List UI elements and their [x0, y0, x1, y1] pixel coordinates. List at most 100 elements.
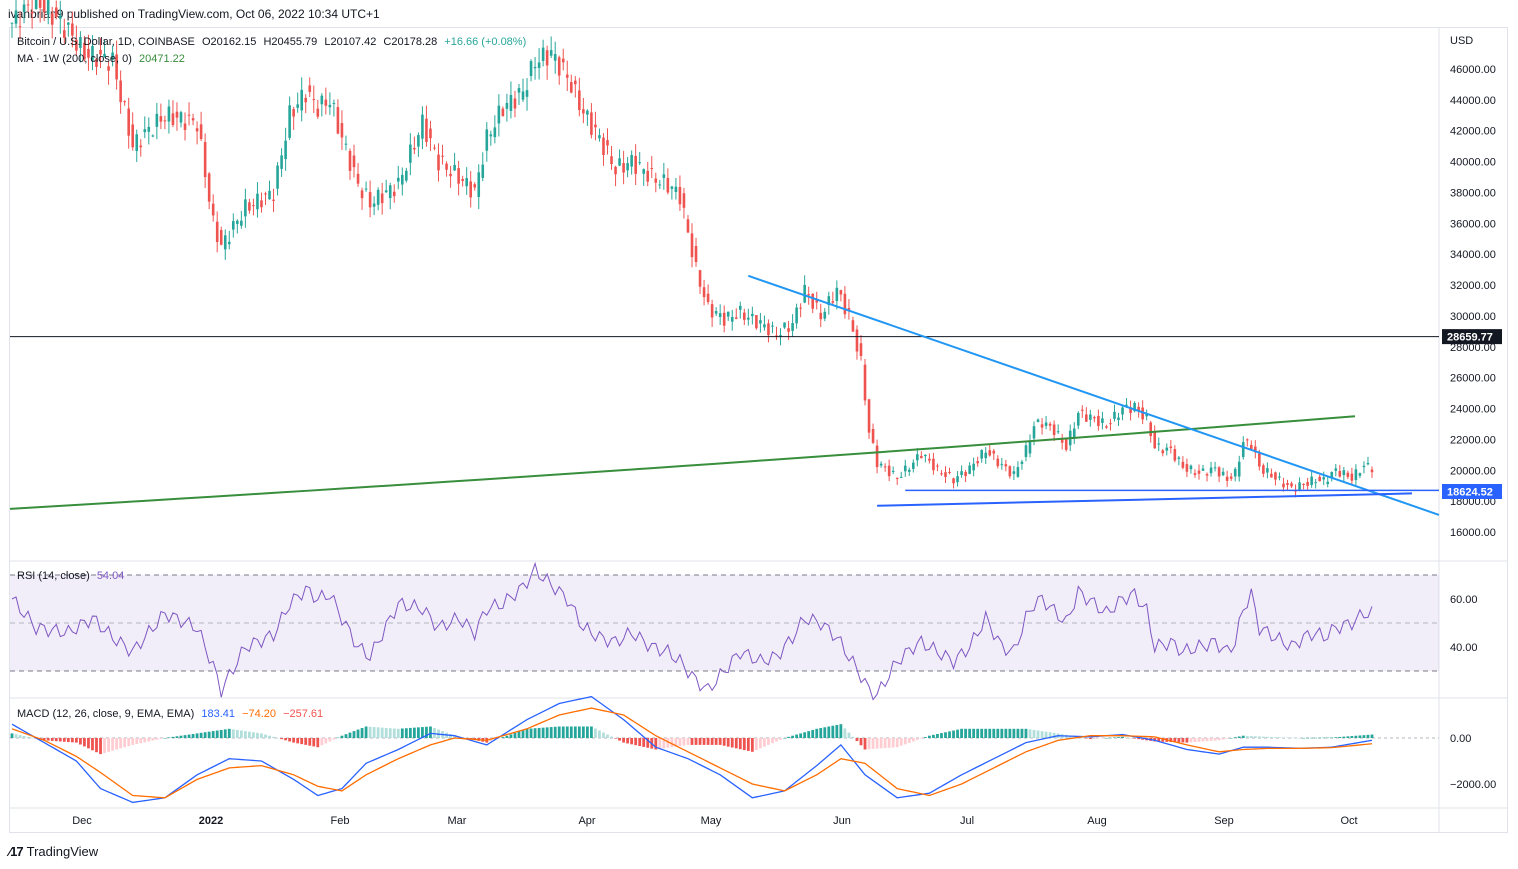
- macd-hist-bar: [666, 738, 670, 748]
- candle: [537, 48, 541, 80]
- candle-body: [932, 458, 935, 471]
- macd-hist-bar: [658, 738, 662, 749]
- candle-body: [646, 170, 650, 182]
- candle: [642, 168, 646, 186]
- candle-body: [1217, 467, 1221, 477]
- candle-body: [1193, 473, 1197, 475]
- candle-body: [948, 471, 951, 473]
- macd-hist-bar: [143, 738, 147, 743]
- candle: [646, 161, 650, 187]
- macd-hist-bar: [541, 727, 545, 738]
- macd-hist-bar: [980, 728, 984, 738]
- candle: [787, 321, 790, 341]
- candle: [1249, 440, 1253, 451]
- macd-hist-bar: [767, 738, 770, 745]
- candle: [710, 299, 714, 327]
- candle-body: [119, 80, 122, 103]
- macd-hist-bar: [207, 731, 211, 738]
- candle: [392, 184, 396, 203]
- candle: [336, 99, 340, 135]
- candle-body: [1302, 483, 1305, 485]
- ohlc-close: C20178.28: [383, 36, 438, 48]
- candle-body: [944, 472, 947, 477]
- candle-body: [501, 108, 505, 117]
- candle: [219, 226, 223, 246]
- candle: [578, 77, 581, 117]
- macd-hist-bar: [396, 728, 400, 738]
- candle: [147, 117, 151, 145]
- candle: [1338, 464, 1342, 478]
- candle-body: [1205, 474, 1209, 476]
- time-tick-label: Jun: [833, 815, 851, 827]
- candle: [207, 172, 211, 210]
- candle-body: [831, 301, 835, 303]
- candle: [751, 306, 754, 325]
- macd-hist-bar: [175, 736, 179, 738]
- macd-hist-bar: [590, 726, 593, 738]
- macd-signal-value: −74.20: [242, 708, 277, 720]
- candle: [99, 38, 102, 69]
- candle-body: [71, 23, 74, 36]
- macd-hist-bar: [594, 728, 597, 738]
- rsi-legend: RSI (14, close) 54.04: [17, 570, 128, 582]
- candle-body: [505, 102, 509, 109]
- footer-brand[interactable]: TradingView: [26, 844, 99, 859]
- candle-body: [634, 155, 637, 174]
- macd-hist-bar: [119, 738, 123, 749]
- candle-body: [344, 143, 348, 145]
- macd-hist-bar: [1306, 737, 1310, 739]
- candle-body: [1274, 472, 1277, 480]
- candle: [127, 97, 130, 149]
- candle: [203, 133, 207, 189]
- candle: [211, 194, 215, 222]
- macd-hist-bar: [891, 738, 895, 748]
- candle: [1072, 422, 1076, 445]
- candle: [1193, 469, 1197, 478]
- candle-body: [899, 476, 903, 478]
- macd-hist-bar: [1125, 737, 1128, 738]
- candle-body: [630, 154, 633, 167]
- macd-hist-bar: [1173, 738, 1177, 743]
- macd-hist-bar: [1209, 738, 1213, 741]
- macd-hist-bar: [940, 733, 943, 738]
- candle-body: [155, 113, 159, 127]
- candle: [1064, 437, 1068, 452]
- candle-body: [706, 293, 710, 302]
- candle: [859, 335, 863, 361]
- candle-body: [855, 329, 859, 352]
- candle-body: [227, 241, 231, 245]
- candle-body: [50, 13, 54, 25]
- macd-hist-bar: [412, 727, 416, 738]
- candle-body: [437, 154, 440, 171]
- macd-hist-bar: [376, 727, 380, 738]
- candle: [702, 279, 706, 306]
- macd-hist-bar: [730, 738, 734, 748]
- candle-body: [654, 178, 658, 183]
- candle: [1076, 411, 1080, 430]
- macd-hist-bar: [324, 738, 328, 744]
- macd-hist-bar: [879, 738, 883, 749]
- macd-hist-bar: [243, 731, 247, 738]
- macd-hist-bar: [529, 728, 533, 738]
- candle: [183, 112, 187, 141]
- candle: [920, 451, 923, 459]
- candle-body: [1245, 439, 1249, 441]
- macd-hist-bar: [1274, 737, 1277, 738]
- macd-hist-bar: [1229, 738, 1233, 739]
- macd-hist-bar: [867, 738, 871, 750]
- macd-hist-bar: [851, 736, 855, 738]
- macd-hist-bar: [1105, 738, 1108, 739]
- candle-body: [1258, 453, 1261, 467]
- macd-hist-bar: [738, 738, 742, 750]
- candle-body: [1161, 450, 1165, 454]
- macd-hist-bar: [630, 738, 634, 745]
- candle-body: [284, 140, 287, 160]
- macd-hist-bar: [151, 738, 155, 741]
- candle: [674, 177, 678, 200]
- candle: [63, 18, 66, 44]
- macd-hist-bar: [364, 726, 368, 738]
- macd-hist-bar: [726, 738, 730, 747]
- candle-body: [1362, 465, 1366, 468]
- candle-body: [1060, 438, 1064, 443]
